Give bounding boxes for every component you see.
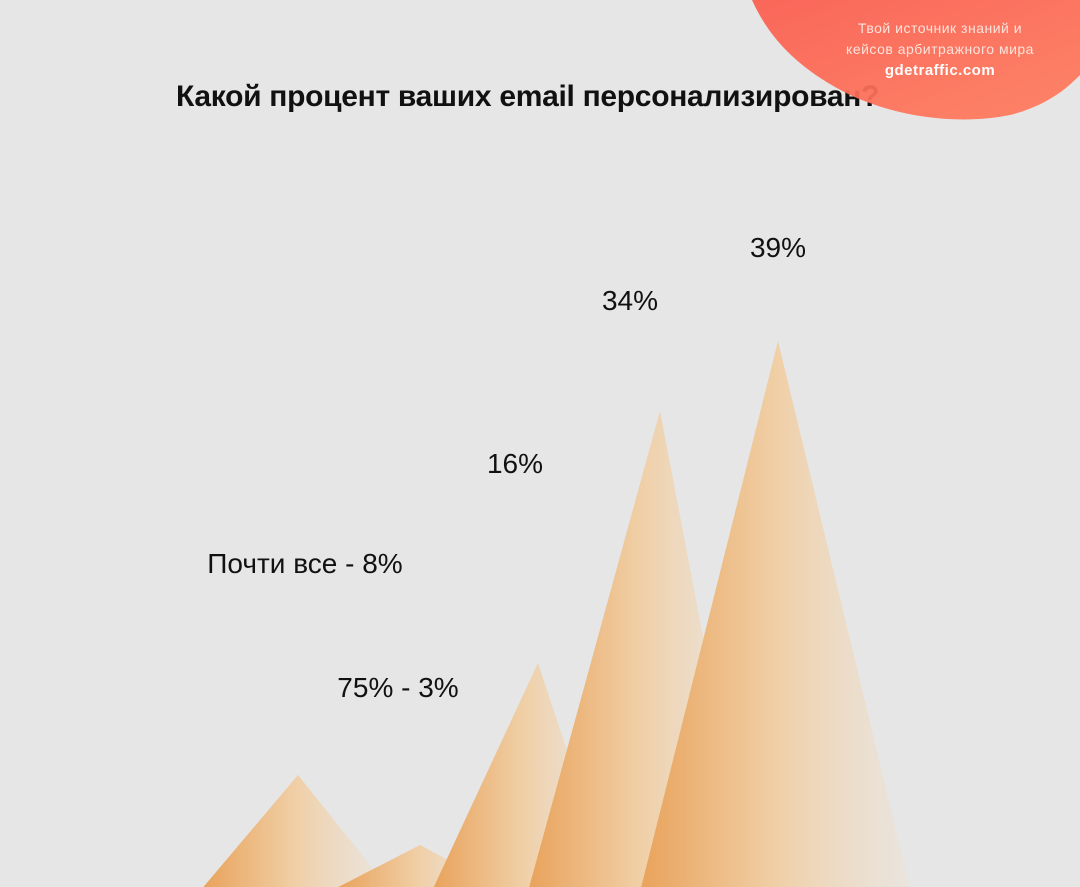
data-label: 34% bbox=[602, 285, 658, 316]
peak-mark bbox=[641, 341, 910, 887]
data-label: 39% bbox=[750, 232, 806, 263]
brand-tagline-1: Твой источник знаний и bbox=[857, 20, 1023, 36]
brand-blob bbox=[752, 0, 1080, 120]
brand-site-link[interactable]: gdetraffic.com bbox=[884, 62, 996, 79]
data-label: Почти все - 8% bbox=[207, 548, 402, 579]
chart-title: Какой процент ваших email персонализиров… bbox=[176, 80, 880, 113]
brand-tagline-2: кейсов арбитражного мира bbox=[846, 41, 1034, 57]
data-label: 16% bbox=[487, 448, 543, 479]
data-label: 75% - 3% bbox=[337, 672, 458, 703]
peak-mark bbox=[203, 775, 388, 887]
brand-text: Твой источник знаний и кейсов арбитражно… bbox=[810, 18, 1070, 81]
